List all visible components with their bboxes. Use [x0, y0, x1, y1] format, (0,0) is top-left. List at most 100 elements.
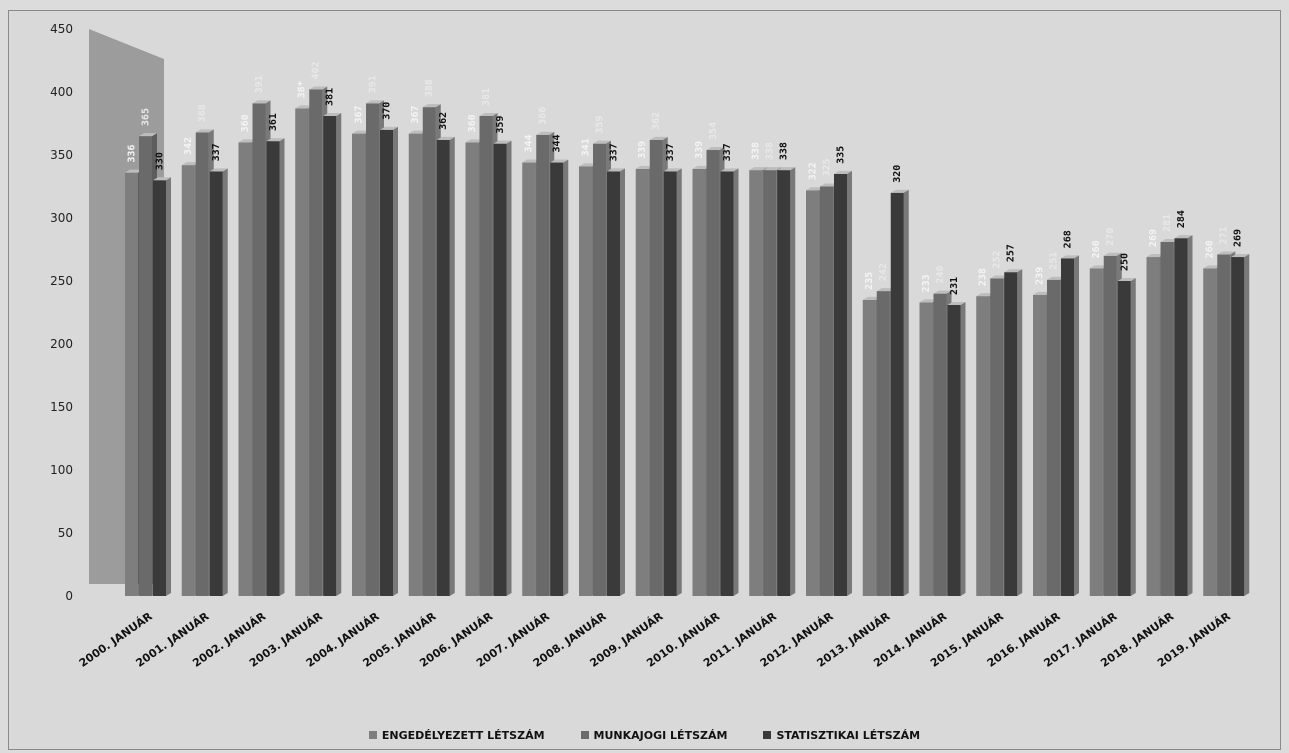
bar-1-16 [1047, 279, 1060, 596]
y-tick-label: 250 [50, 274, 73, 288]
bar-series-group [125, 86, 1250, 597]
data-label-1-8: 359 [595, 116, 606, 134]
bar-top-1-3 [309, 86, 328, 90]
bar-0-18 [1146, 257, 1160, 596]
bar-side-2-13 [903, 189, 909, 597]
bar-1-11 [763, 170, 777, 596]
bar-top-0-6 [465, 139, 484, 143]
bar-2-5 [436, 139, 450, 596]
bar-top-0-16 [1033, 291, 1051, 295]
bar-2-9 [663, 171, 677, 596]
data-label-1-13: 242 [878, 263, 889, 281]
data-label-1-15: 252 [992, 250, 1003, 268]
bar-2-17 [1117, 281, 1131, 596]
data-label-2-6: 359 [495, 116, 506, 134]
bar-2-0 [153, 180, 166, 596]
bar-top-1-0 [139, 133, 157, 137]
y-tick-label: 100 [50, 463, 73, 477]
y-tick-label: 450 [50, 22, 73, 36]
data-label-0-17: 260 [1091, 240, 1102, 258]
data-label-1-4: 391 [368, 75, 379, 93]
bar-1-18 [1160, 241, 1174, 596]
bar-top-0-0 [125, 169, 143, 173]
data-label-2-7: 344 [552, 134, 563, 152]
bar-2-4 [380, 129, 393, 597]
bar-0-0 [125, 172, 138, 596]
bar-top-1-4 [366, 100, 384, 104]
bar-side-2-10 [733, 168, 739, 596]
bar-2-1 [209, 171, 223, 596]
bar-0-2 [238, 142, 252, 596]
bar-0-15 [976, 296, 990, 596]
bar-0-13 [862, 299, 876, 596]
bar-top-1-2 [252, 100, 271, 104]
bar-side-2-1 [222, 168, 228, 596]
data-label-1-19: 271 [1219, 226, 1230, 244]
bar-1-13 [876, 291, 890, 596]
data-label-1-3: 402 [311, 61, 322, 79]
bar-top-1-13 [876, 288, 895, 292]
bar-side-2-19 [1244, 254, 1250, 596]
bar-side-2-18 [1187, 235, 1193, 596]
bar-top-0-7 [522, 159, 541, 163]
bar-top-0-14 [919, 299, 938, 303]
y-tick-label: 400 [50, 85, 73, 99]
data-label-1-11: 338 [765, 142, 776, 160]
y-tick-label: 350 [50, 148, 73, 162]
bar-2-6 [493, 143, 507, 596]
bar-top-1-5 [422, 104, 441, 108]
bar-1-17 [1103, 255, 1117, 597]
bar-0-5 [408, 133, 422, 596]
bar-1-8 [593, 143, 606, 596]
bar-2-7 [550, 162, 564, 596]
bar-top-2-9 [663, 168, 682, 172]
bar-top-1-8 [593, 140, 611, 144]
bar-2-14 [947, 304, 961, 596]
bar-side-2-7 [563, 159, 569, 596]
bar-top-2-19 [1231, 254, 1250, 258]
bar-top-1-11 [763, 167, 782, 171]
bar-top-0-8 [579, 163, 597, 167]
data-label-2-11: 338 [779, 142, 790, 160]
data-label-0-5: 367 [410, 106, 421, 124]
data-label-group: 33636533034236833736039136138*4023813673… [127, 61, 1244, 295]
bar-1-3 [309, 89, 323, 596]
bar-2-11 [777, 170, 791, 596]
bar-1-14 [933, 293, 947, 596]
bar-top-2-7 [550, 159, 569, 163]
bar-0-7 [522, 162, 536, 596]
bar-top-2-3 [323, 112, 342, 116]
data-label-0-16: 239 [1035, 267, 1046, 285]
bar-top-0-9 [635, 165, 654, 169]
data-label-0-7: 344 [524, 134, 535, 152]
bar-1-9 [649, 139, 663, 596]
data-label-0-8: 341 [581, 138, 592, 156]
bar-top-0-18 [1146, 254, 1165, 258]
data-label-2-2: 361 [268, 113, 279, 131]
data-label-2-17: 250 [1119, 253, 1130, 271]
bar-top-1-12 [820, 183, 838, 187]
data-label-2-9: 337 [665, 143, 676, 161]
bar-1-2 [252, 103, 266, 596]
data-label-2-0: 330 [155, 152, 166, 170]
data-label-1-14: 240 [935, 266, 946, 284]
bar-top-1-7 [536, 131, 555, 135]
bar-top-1-9 [649, 136, 668, 140]
data-label-2-1: 337 [211, 143, 222, 161]
legend: ENGEDÉLYEZETT LÉTSZÁM MUNKAJOGI LÉTSZÁM … [0, 725, 1289, 745]
y-tick-label: 50 [58, 526, 73, 540]
bar-top-0-10 [692, 165, 711, 169]
data-label-2-8: 337 [609, 143, 620, 161]
data-label-1-10: 354 [708, 122, 719, 140]
bar-top-0-2 [238, 139, 257, 143]
y-tick-label: 200 [50, 337, 73, 351]
bar-top-0-11 [749, 167, 768, 171]
bar-top-2-13 [890, 189, 909, 193]
bar-side-2-12 [847, 170, 852, 596]
legend-item-munkajogi: MUNKAJOGI LÉTSZÁM [580, 729, 727, 742]
bar-2-8 [607, 171, 620, 596]
legend-swatch-munkajogi [580, 731, 589, 739]
bar-2-15 [1004, 272, 1018, 596]
legend-label-engedelyezett: ENGEDÉLYEZETT LÉTSZÁM [381, 728, 545, 742]
